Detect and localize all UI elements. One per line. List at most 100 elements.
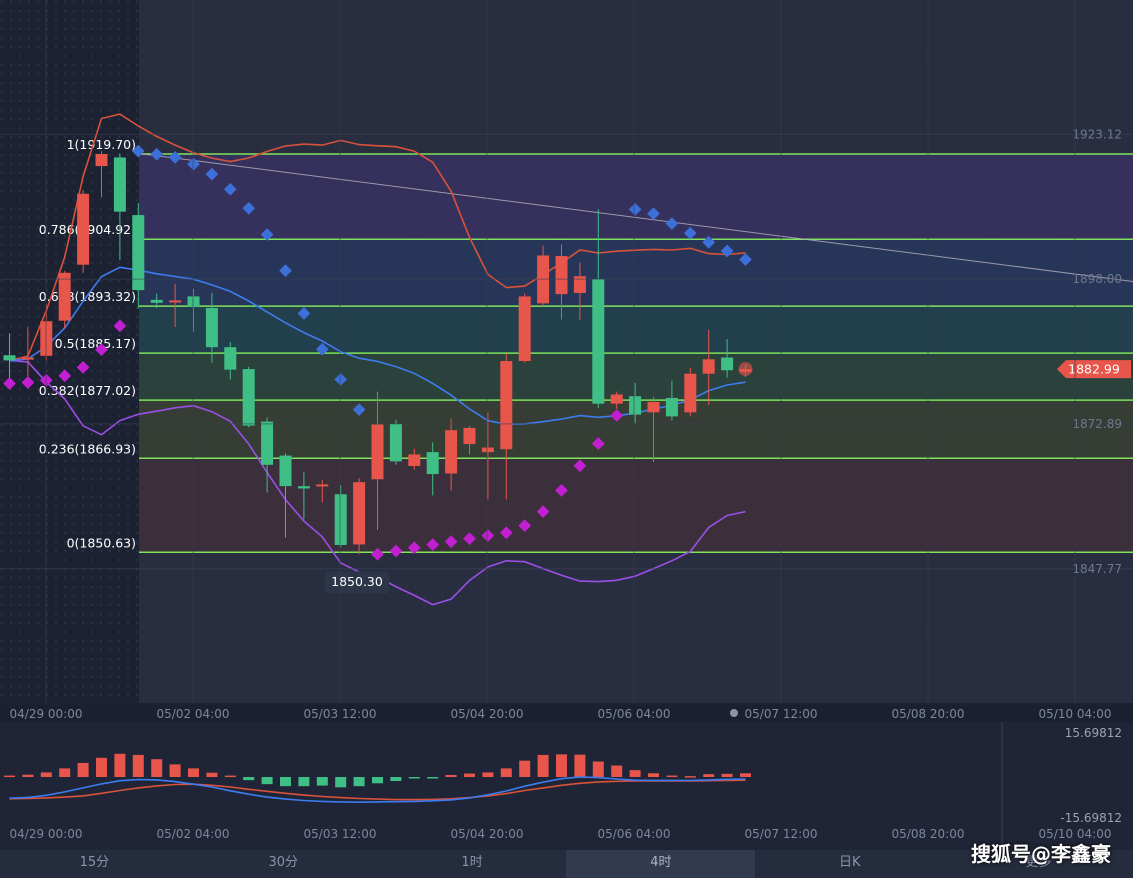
price-tick-label: 1898.00 <box>1072 272 1122 286</box>
trendline <box>138 152 1133 283</box>
macd-panel: 15.69812 -15.69812 04/29 00:00 05/02 04:00 0… <box>4 722 1122 850</box>
bollinger-upper <box>9 113 746 362</box>
macd-bar <box>390 777 402 782</box>
sar-marker <box>334 372 348 386</box>
macd-time-label: 05/06 04:00 <box>598 827 671 841</box>
candle-body <box>242 369 255 426</box>
candle-body <box>371 424 384 480</box>
candle-body <box>610 394 623 404</box>
candle-body <box>77 193 90 265</box>
price-tick-label: 1847.77 <box>1072 562 1122 576</box>
macd-bar <box>648 773 659 777</box>
macd-bar <box>574 754 586 777</box>
price-tick-label: 1872.89 <box>1072 417 1122 431</box>
crosshair-dot <box>730 709 738 717</box>
candle-body <box>629 396 642 415</box>
macd-bar <box>684 776 696 778</box>
macd-bar <box>77 762 89 777</box>
macd-bar <box>629 770 641 777</box>
time-tick-label: 05/02 04:00 <box>157 707 230 721</box>
sar-marker <box>205 167 219 181</box>
sar-marker <box>315 342 329 356</box>
sar-marker <box>297 306 311 320</box>
sar-marker <box>223 182 237 196</box>
macd-time-label: 05/07 12:00 <box>745 827 818 841</box>
time-axis-bg <box>0 705 1133 722</box>
time-tick-label: 04/29 00:00 <box>10 707 83 721</box>
time-tick-label: 05/03 12:00 <box>304 707 377 721</box>
macd-bar <box>151 759 163 777</box>
sar-marker <box>352 403 366 416</box>
candle-body <box>150 299 163 303</box>
macd-time-label: 05/03 12:00 <box>304 827 377 841</box>
candle-body <box>21 357 34 360</box>
fib-zone <box>139 353 1133 401</box>
candle-body <box>481 447 494 453</box>
fib-label: 0.382(1877.02) <box>39 383 136 398</box>
macd-bar <box>519 760 531 777</box>
macd-time-label: 05/04 20:00 <box>451 827 524 841</box>
macd-bar <box>298 777 310 787</box>
candle-body <box>169 300 182 303</box>
macd-bar <box>132 754 144 777</box>
fib-label: 0.236(1866.93) <box>39 441 136 456</box>
tab-1hour[interactable]: 1时 <box>461 855 483 870</box>
sar-marker <box>150 147 164 161</box>
macd-bar <box>4 775 15 778</box>
low-label-box <box>325 571 389 594</box>
sar-marker <box>58 369 72 383</box>
candle-body <box>445 430 458 474</box>
fib-label: 1(1919.70) <box>67 137 136 152</box>
candle-body <box>95 153 108 167</box>
macd-bar <box>316 777 328 786</box>
macd-bar <box>335 777 347 788</box>
candle-body <box>555 256 568 295</box>
candle-body <box>132 215 145 291</box>
tab-more[interactable]: 更多 <box>1025 855 1052 870</box>
fib-zone <box>139 306 1133 354</box>
tab-4hour[interactable]: 4时 <box>566 850 756 878</box>
sar-marker <box>3 377 16 390</box>
timeframe-tabs: 15分 30分 1时 4时 日K 更多 <box>0 850 1133 878</box>
tab-daily[interactable]: 日K <box>838 855 861 870</box>
macd-bar <box>59 768 71 777</box>
macd-time-label: 05/08 20:00 <box>892 827 965 841</box>
sar-marker <box>260 228 274 241</box>
time-tick-label: 05/07 12:00 <box>745 707 818 721</box>
sar-marker <box>242 201 256 215</box>
macd-bar <box>40 772 52 777</box>
macd-bar <box>353 777 365 787</box>
tab-15min[interactable]: 15分 <box>79 855 110 870</box>
sar-marker <box>21 376 35 389</box>
candlestick-chart[interactable]: 1(1919.70)0.786(1904.92)0.618(1893.32)0.… <box>0 0 1133 850</box>
low-label: 1850.30 <box>331 574 383 589</box>
fib-zone <box>139 458 1133 553</box>
macd-bar <box>666 775 678 778</box>
macd-dif-line <box>9 776 746 804</box>
sar-marker <box>168 150 182 164</box>
sar-marker <box>279 264 292 278</box>
macd-dea-line <box>9 779 746 801</box>
macd-bar <box>427 777 439 779</box>
price-tick-label: 1923.12 <box>1072 127 1122 141</box>
candle-body <box>3 355 16 361</box>
macd-min-label: -15.69812 <box>1060 811 1122 825</box>
time-tick-label: 05/08 20:00 <box>892 707 965 721</box>
fib-label: 0(1850.63) <box>67 535 136 550</box>
fib-label: 0.5(1885.17) <box>55 336 136 351</box>
macd-time-label: 04/29 00:00 <box>10 827 83 841</box>
macd-bar <box>500 768 512 777</box>
current-price-marker <box>738 362 753 377</box>
candle-body <box>224 347 237 370</box>
candle-body <box>463 427 476 445</box>
macd-time-label: 05/02 04:00 <box>157 827 230 841</box>
time-tick-label: 05/06 04:00 <box>598 707 671 721</box>
candle-body <box>279 455 292 487</box>
candle-body <box>647 401 660 413</box>
macd-bar <box>96 757 107 777</box>
candle-body <box>113 157 126 212</box>
macd-bar <box>592 761 604 777</box>
sar-markers <box>3 144 752 561</box>
time-tick-label: 05/10 04:00 <box>1039 707 1112 721</box>
tab-30min[interactable]: 30分 <box>268 855 299 870</box>
